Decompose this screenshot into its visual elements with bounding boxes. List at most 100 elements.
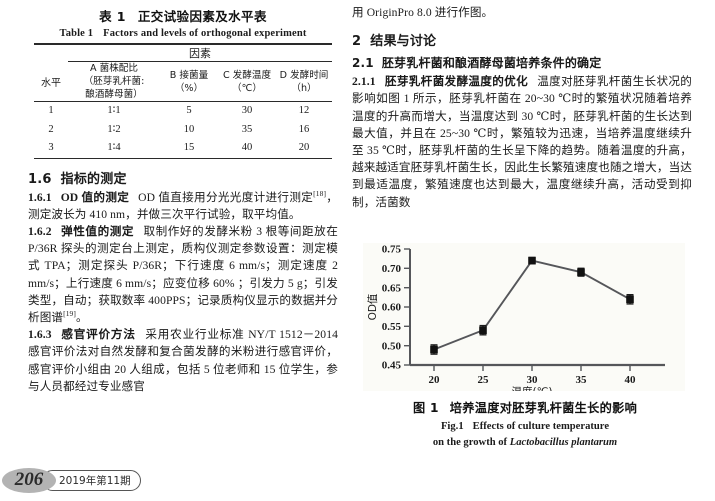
paragraph-1-6-2: 1.6.2 弹性值的测定 取制作好的发酵米粉 3 根等间距放在 P/36R 探头的测…	[28, 223, 338, 326]
paragraph-1-6-1-body-a: OD 值直接用分光光度计进行测定	[138, 190, 314, 204]
figure-caption-english-line2: on the growth of Lactobacillus plantarum	[355, 435, 695, 451]
paragraph-1-6-2-tail: 。	[76, 310, 88, 324]
paragraph-2-1-1-number: 2.1.1	[352, 75, 376, 89]
y-tick-label-0: 0.45	[382, 360, 402, 372]
reference-marker-18: [18]	[313, 188, 327, 198]
x-tick-label-1: 25	[478, 374, 490, 386]
data-point-25	[479, 326, 487, 334]
data-point-40	[626, 295, 634, 304]
figure-caption-species-name: Lactobacillus plantarum	[509, 437, 618, 448]
table-title-chinese-label: 表 1	[99, 9, 126, 24]
cell-level-3: 3	[34, 139, 68, 159]
paragraph-1-6-1: 1.6.1 OD 值的测定 OD 值直接用分光光度计进行测定[18]，测定波长为 4…	[28, 189, 338, 223]
cell-d-2: 16	[298, 123, 310, 135]
column-header-a-line3: 酿酒酵母菌）	[85, 89, 143, 100]
heading-2-1-number: 2.1	[352, 56, 374, 71]
paragraph-2-1-1: 2.1.1 胚芽乳杆菌发酵温度的优化 温度对胚芽乳杆菌生长状况的影响如图 1 所示，…	[352, 73, 692, 211]
y-axis-title: OD值	[366, 293, 379, 320]
table-row: 2 1∶2 10 35 16	[34, 121, 332, 140]
table-title-english-text: Factors and levels of orthogonal experim…	[103, 28, 307, 39]
figure-caption-english-label: Fig.1	[440, 421, 464, 432]
x-axis-title: 温度(℃)	[512, 385, 553, 391]
cell-c-1: 30	[218, 101, 276, 121]
table-row: 3 1∶4 15 40 20	[34, 139, 332, 159]
paragraph-continuation-top: 用 OriginPro 8.0 进行作图。	[352, 6, 494, 19]
y-axis-ticks	[404, 248, 410, 366]
paragraph-1-6-1-body-b: ，测定波长为 410 nm，并做三次平行试验，取平均值。	[28, 190, 338, 221]
column-header-b-line1: B 接菌量	[169, 69, 209, 81]
cell-b-3: 15	[160, 139, 218, 159]
table-column-header-row: 水平 A 菌株配比 （胚芽乳杆菌: 酿酒酵母菌） B 接菌量 （%） C 发酵温…	[34, 61, 332, 102]
column-header-a-line1: A 菌株配比	[90, 63, 138, 74]
figure-caption-chinese-label: 图 1	[412, 401, 439, 415]
issue-text: 2019年第11期	[59, 474, 131, 487]
paragraph-1-6-3: 1.6.3 感官评价方法 采用农业行业标准 NY/T 1512－2014 感官评价法…	[28, 326, 338, 395]
table-row: 1 1∶1 5 30 12	[34, 101, 332, 121]
page-number-badge: 206	[2, 467, 56, 493]
paragraph-2-1-1-title: 胚芽乳杆菌发酵温度的优化	[384, 75, 528, 89]
cell-a-2: 1∶2	[107, 123, 121, 135]
chart-background	[363, 243, 685, 391]
heading-2: 2 结果与讨论	[352, 30, 692, 49]
cell-b-1: 5	[160, 101, 218, 121]
y-tick-label-3: 0.60	[382, 302, 402, 314]
table-group-header-row: 因素	[34, 43, 332, 62]
cell-a-3: 1∶4	[68, 139, 160, 159]
right-column: 用 OriginPro 8.0 进行作图。 2 结果与讨论 2.1 胚芽乳杆菌和酿酒…	[352, 4, 692, 211]
page-footer: 206 2019年第11期	[0, 467, 141, 493]
figure-caption-english-line1: Fig.1 Effects of culture temperature	[355, 419, 695, 435]
chart-plot-area: 0.45 0.50 0.55 0.60 0.65 0.70 0.75	[363, 243, 685, 391]
left-column: 表 1 正交试验因素及水平表 Table 1 Factors and levels …	[28, 4, 338, 395]
column-header-level: 水平	[41, 77, 61, 89]
cell-d-3: 20	[276, 139, 332, 159]
group-header-spacer	[34, 43, 68, 62]
y-tick-label-4: 0.65	[382, 282, 402, 294]
column-header-c-line2: （℃）	[232, 82, 262, 94]
figure-caption-english-text1: Effects of culture temperature	[472, 421, 610, 432]
table-title-english-label: Table 1	[59, 28, 94, 39]
paragraph-1-6-1-number: 1.6.1	[28, 190, 52, 204]
paragraph-1-6-2-number: 1.6.2	[28, 224, 52, 238]
paragraph-1-6-3-body: 采用农业行业标准 NY/T 1512－2014 感官评价法对自然发酵和复合菌发酵…	[28, 328, 339, 393]
table-title-chinese: 表 1 正交试验因素及水平表	[28, 6, 338, 25]
paragraph-2-1-1-body: 温度对胚芽乳杆菌生长状况的影响如图 1 所示，胚芽乳杆菌在 20~30 ℃时的繁…	[352, 75, 692, 209]
figure-caption-english-text2: on the growth of	[432, 437, 510, 448]
table-title-chinese-text: 正交试验因素及水平表	[137, 9, 267, 24]
x-tick-label-4: 40	[625, 374, 637, 386]
figure-1: 0.45 0.50 0.55 0.60 0.65 0.70 0.75	[355, 243, 695, 451]
column-header-d: D 发酵时间 （h）	[276, 61, 332, 102]
paragraph-1-6-2-title: 弹性值的测定	[60, 224, 135, 238]
figure-caption-chinese-text: 培养温度对胚芽乳杆菌生长的影响	[449, 401, 638, 415]
cell-level-2: 2	[48, 123, 54, 135]
orthogonal-experiment-table: 因素 水平 A 菌株配比 （胚芽乳杆菌: 酿酒酵母菌） B 接菌量 （%） C …	[34, 43, 332, 159]
cell-c-2: 35	[241, 123, 253, 135]
data-point-markers	[430, 256, 634, 354]
column-header-a: A 菌株配比 （胚芽乳杆菌: 酿酒酵母菌）	[68, 61, 160, 102]
table-title-english: Table 1 Factors and levels of orthogonal …	[28, 28, 338, 39]
reference-marker-19: [19]	[63, 309, 76, 319]
heading-1-6: 1.6 指标的测定	[28, 168, 338, 187]
x-tick-label-3: 35	[576, 374, 588, 386]
y-tick-label-5: 0.70	[382, 263, 402, 275]
group-header-factor: 因素	[68, 43, 332, 62]
data-point-20	[430, 345, 438, 354]
paragraph-1-6-3-number: 1.6.3	[28, 328, 52, 342]
cell-d-1: 12	[276, 101, 332, 121]
cell-level-1: 1	[34, 101, 68, 121]
x-tick-label-0: 20	[429, 374, 441, 386]
cell-c-3: 40	[218, 139, 276, 159]
line-chart: 0.45 0.50 0.55 0.60 0.65 0.70 0.75	[363, 243, 685, 391]
figure-caption-chinese: 图 1 培养温度对胚芽乳杆菌生长的影响	[355, 398, 695, 416]
heading-2-1-text: 胚芽乳杆菌和酿酒酵母菌培养条件的确定	[381, 56, 602, 71]
cell-b-2: 10	[183, 123, 195, 135]
issue-badge: 2019年第11期	[42, 469, 141, 491]
y-tick-label-1: 0.50	[382, 340, 402, 352]
column-header-a-line2: （胚芽乳杆菌:	[83, 76, 145, 87]
heading-2-number: 2	[352, 34, 362, 50]
column-header-d-line1: D 发酵时间	[279, 69, 329, 81]
data-point-30	[528, 256, 536, 265]
x-axis-tick-labels: 20 25 30 35 40	[429, 374, 637, 386]
y-tick-label-6: 0.75	[382, 244, 402, 256]
paragraph-1-6-3-title: 感官评价方法	[60, 328, 136, 342]
column-header-c-line1: C 发酵温度	[222, 69, 272, 81]
